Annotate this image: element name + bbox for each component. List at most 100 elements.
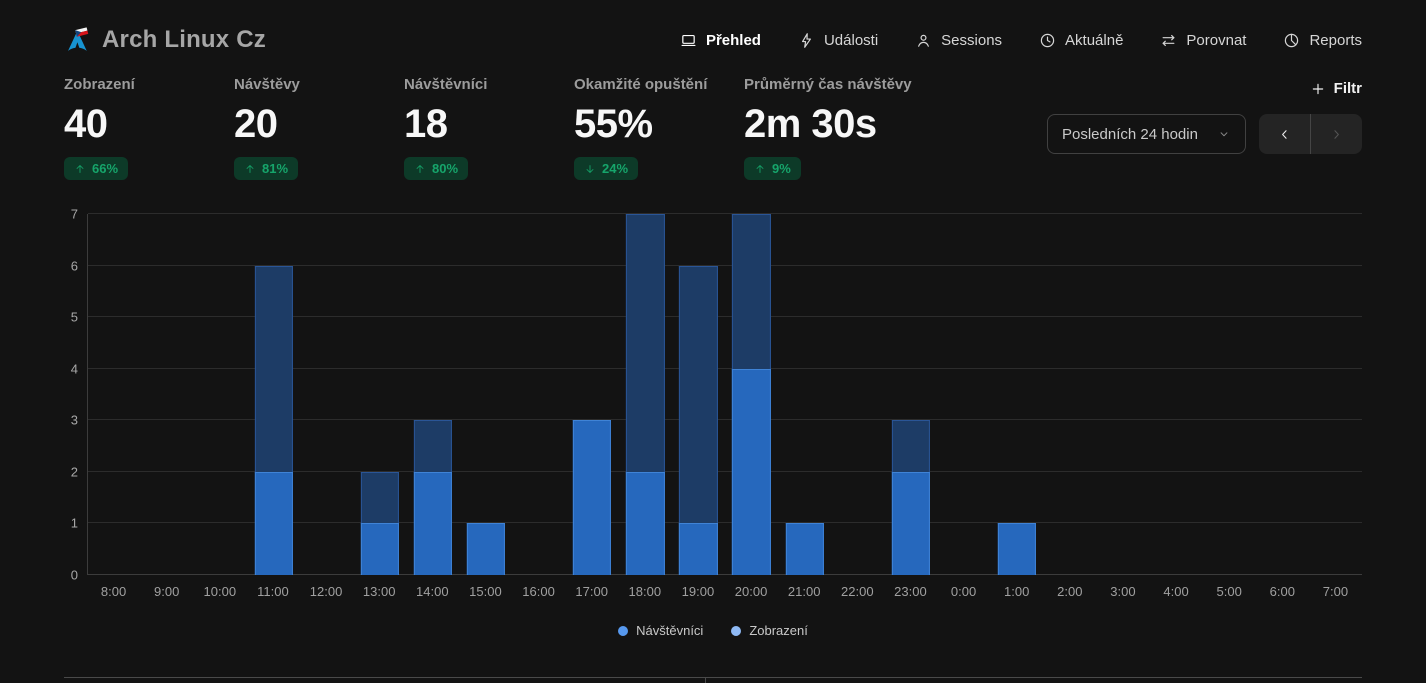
visitors-bar[interactable] [626,471,665,575]
chart-x-axis: 8:00 9:00 10:00 11:00 12:00 13:00 14:00 15:00 16… [87,575,1362,599]
y-tick-label: 3 [70,412,78,428]
lightning-icon [798,32,815,49]
x-tick-label: 22:00 [841,584,874,599]
chart-bar-group[interactable] [194,214,247,575]
visitors-bar[interactable] [466,523,506,575]
chart-bar-group[interactable] [566,214,619,575]
gridline [88,213,1362,214]
chart-bar-group[interactable] [1043,214,1096,575]
metric-label: Návštěvy [234,76,300,93]
chart-bar-group[interactable] [884,214,937,575]
visitors-bar[interactable] [413,471,453,575]
chart-bar-group[interactable] [300,214,353,575]
change-badge: 9% [744,157,801,180]
header: Arch Linux Cz Přehled Události Sessions Akt… [0,0,1426,62]
visitors-bar[interactable] [679,523,718,575]
metric-value: 55% [574,102,653,146]
metric-label: Okamžité opuštění [574,76,708,93]
chart-bar-group[interactable] [937,214,990,575]
legend-dot-icon [731,625,742,636]
visitors-bar[interactable] [891,471,930,575]
chart-bar-group[interactable] [831,214,884,575]
metric-label: Návštěvníci [404,76,488,93]
chevron-right-icon [1329,127,1344,142]
x-tick-label: 21:00 [787,584,821,599]
x-tick-label: 2:00 [1057,584,1083,599]
site-brand[interactable]: Arch Linux Cz [64,26,266,54]
x-tick-label: 13:00 [362,584,396,599]
chart-bar-group[interactable] [88,214,141,575]
gridline [88,522,1362,524]
chart-bar-group[interactable] [619,214,672,575]
x-tick-label: 7:00 [1322,584,1349,599]
bottom-panels [64,677,1362,683]
legend-item[interactable]: Návštěvníci [618,623,703,638]
date-range-dropdown[interactable]: Posledních 24 hodin [1047,114,1246,154]
user-icon [915,32,932,49]
chart-bar-group[interactable] [725,214,778,575]
chart-bar-group[interactable] [1096,214,1149,575]
visitors-bar[interactable] [785,523,824,575]
chart-bar-group[interactable] [672,214,725,575]
chart-bar-group[interactable] [1309,214,1362,575]
monitor-icon [680,32,697,49]
nav-item-label: Porovnat [1186,31,1247,49]
x-tick-label: 14:00 [416,584,449,599]
x-tick-label: 8:00 [100,584,127,599]
nav-item-sessions[interactable]: Sessions [915,32,1002,49]
chart-bar-group[interactable] [406,214,459,575]
chart-bar-group[interactable] [247,214,300,575]
x-tick-label: 18:00 [628,584,662,599]
nav-item-porovnat[interactable]: Porovnat [1160,32,1246,49]
visitors-bar[interactable] [573,420,612,575]
y-tick-label: 5 [70,309,78,325]
arrow-up-icon [754,163,766,175]
chart-bar-group[interactable] [778,214,831,575]
views-bar[interactable] [679,265,718,575]
x-tick-label: 10:00 [203,584,237,599]
y-tick-label: 6 [70,258,78,274]
chart-bar-group[interactable] [1203,214,1256,575]
prev-period-button[interactable] [1259,114,1310,154]
chart-bar-group[interactable] [460,214,513,575]
nav-item-label: Sessions [941,31,1003,49]
change-value: 81% [262,161,289,176]
chart-bar-group[interactable] [1256,214,1309,575]
main-nav: Přehled Události Sessions Aktuálně Porovnat R… [680,32,1362,49]
chart-bar-group[interactable] [1150,214,1203,575]
filter-button-label: Filtr [1333,80,1362,97]
filter-button[interactable]: Filtr [1310,80,1362,97]
next-period-button[interactable] [1311,114,1362,154]
y-tick-label: 1 [70,515,78,531]
chevron-left-icon [1277,127,1292,142]
arrow-up-icon [414,163,426,175]
nav-item-reports[interactable]: Reports [1283,32,1362,49]
metrics-list: Zobrazení 40 66% Návštěvy 20 81% Návštěvníci 18… [64,76,914,180]
metric-zobrazeni: Zobrazení 40 66% [64,76,234,180]
gridline [88,574,1362,575]
visitors-bar[interactable] [360,523,400,575]
metric-value: 20 [234,102,278,146]
chart-bar-group[interactable] [513,214,566,575]
visitors-bar[interactable] [997,523,1036,575]
change-value: 24% [602,161,629,176]
chart-bar-group[interactable] [990,214,1043,575]
x-tick-label: 17:00 [575,584,608,599]
visitors-bar[interactable] [254,471,293,575]
metric-prumerny-cas-navstevy: Průměrný čas návštěvy 2m 30s 9% [744,76,914,180]
metric-value: 40 [64,102,108,146]
nav-item-aktualne[interactable]: Aktuálně [1039,32,1123,49]
visitors-bar[interactable] [732,368,771,575]
legend-item[interactable]: Zobrazení [731,623,808,638]
chart-bar-group[interactable] [353,214,406,575]
nav-item-label: Aktuálně [1065,31,1124,49]
chart-bar-group[interactable] [141,214,194,575]
y-tick-label: 4 [70,361,78,377]
legend-label: Návštěvníci [636,623,704,638]
nav-item-prehled[interactable]: Přehled [680,32,761,49]
nav-item-label: Reports [1309,31,1362,49]
date-range-value: Posledních 24 hodin [1062,125,1198,143]
chart-legend: Návštěvníci Zobrazení [64,623,1362,638]
nav-item-udalosti[interactable]: Události [798,32,878,49]
y-tick-label: 0 [70,567,78,583]
